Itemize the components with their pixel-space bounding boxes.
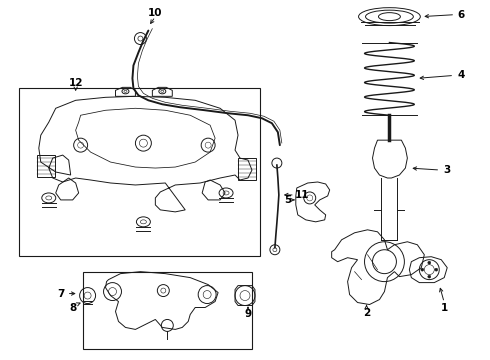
Bar xyxy=(19,88,260,256)
Circle shape xyxy=(428,261,431,264)
Bar xyxy=(238,158,256,180)
Text: 7: 7 xyxy=(57,289,64,298)
Circle shape xyxy=(421,268,424,271)
Text: 12: 12 xyxy=(69,78,83,88)
Text: 5: 5 xyxy=(284,195,292,205)
Text: 3: 3 xyxy=(443,165,451,175)
Circle shape xyxy=(435,268,438,271)
Text: 2: 2 xyxy=(363,309,370,319)
Text: 9: 9 xyxy=(245,310,251,319)
Bar xyxy=(37,155,55,177)
Text: 4: 4 xyxy=(458,71,465,80)
Circle shape xyxy=(428,275,431,278)
Text: 6: 6 xyxy=(458,10,465,20)
Bar xyxy=(83,272,252,349)
Text: 8: 8 xyxy=(69,302,76,312)
Text: 1: 1 xyxy=(441,302,448,312)
Text: 11: 11 xyxy=(294,190,309,200)
Text: 10: 10 xyxy=(148,8,163,18)
